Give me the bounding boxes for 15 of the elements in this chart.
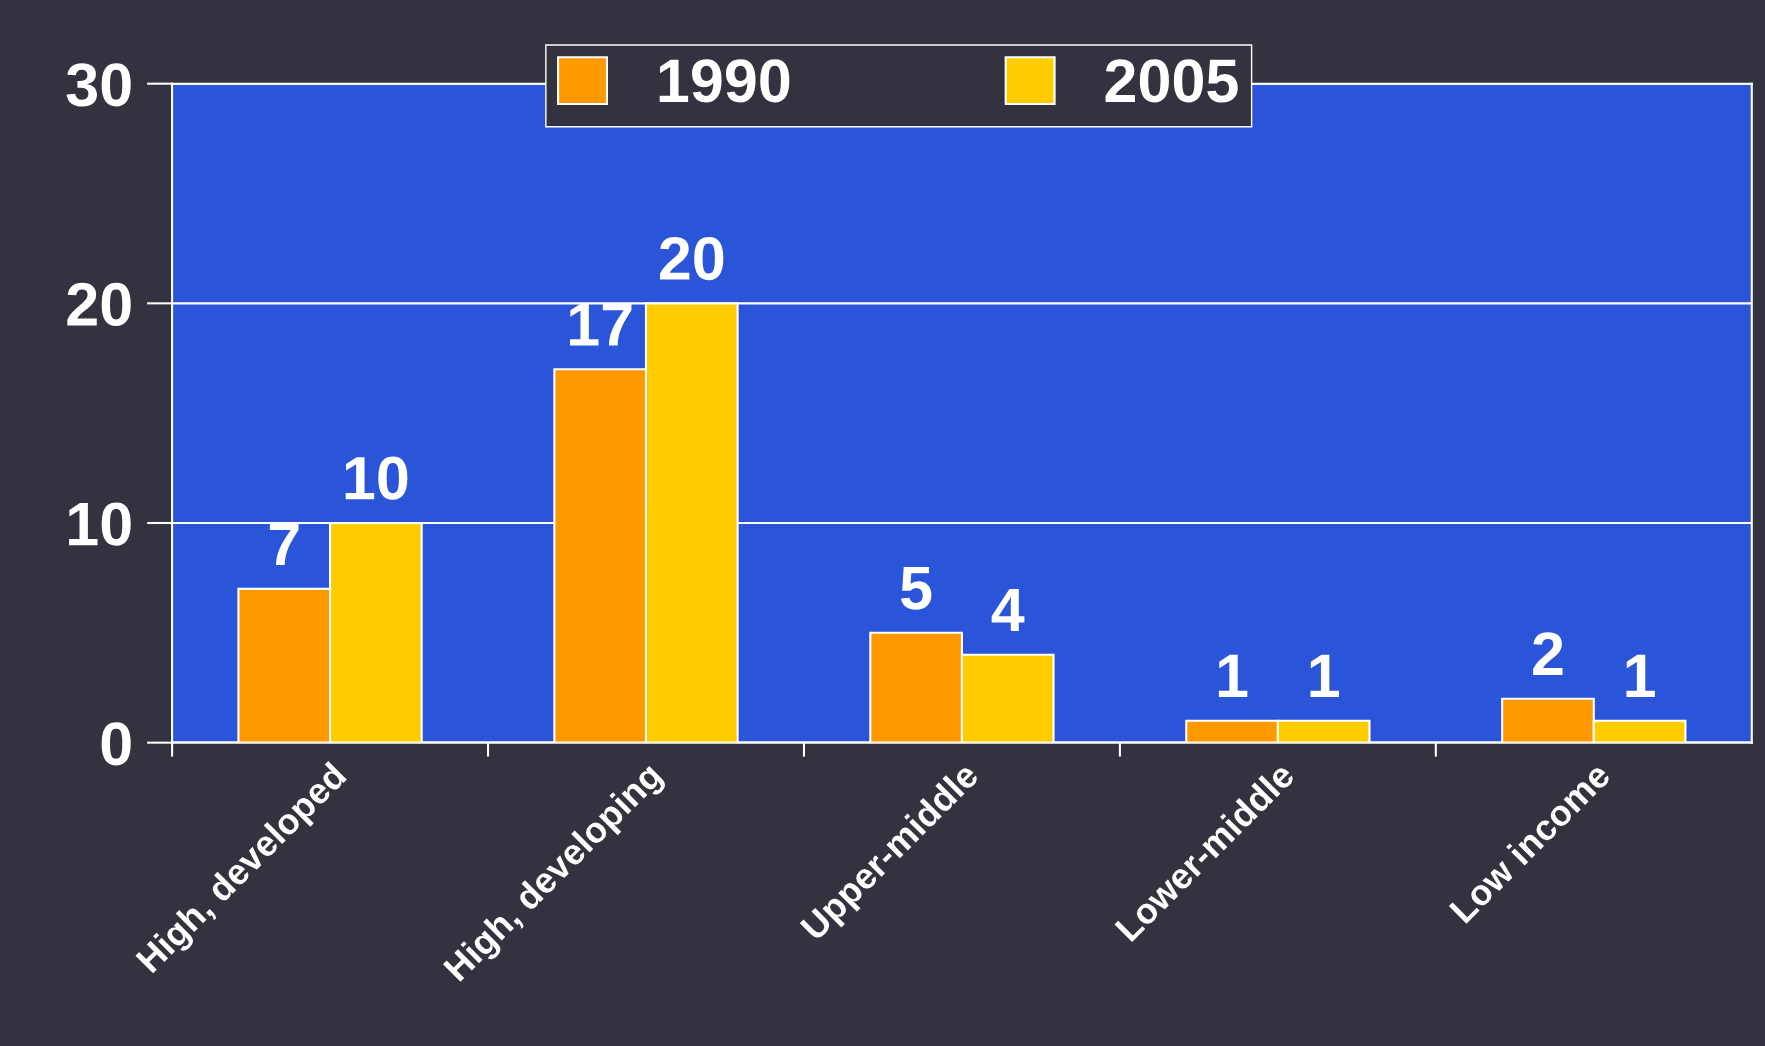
legend-label: 2005	[1105, 59, 1238, 103]
data-label: 2	[1533, 632, 1563, 675]
data-label: 20	[659, 236, 724, 281]
data-label: 17	[570, 303, 632, 346]
data-label: 1	[1218, 654, 1248, 697]
y-tick-label: 20	[67, 282, 131, 327]
data-label: 10	[345, 456, 408, 500]
data-label: 5	[901, 567, 932, 610]
data-label: 1	[1310, 654, 1339, 697]
data-label: 4	[991, 588, 1025, 631]
y-tick-label: 10	[69, 502, 131, 546]
y-tick-label: 30	[66, 63, 131, 107]
legend-label: 1990	[659, 59, 790, 103]
y-tick-label: 0	[101, 722, 131, 766]
data-label: 1	[1626, 654, 1655, 697]
